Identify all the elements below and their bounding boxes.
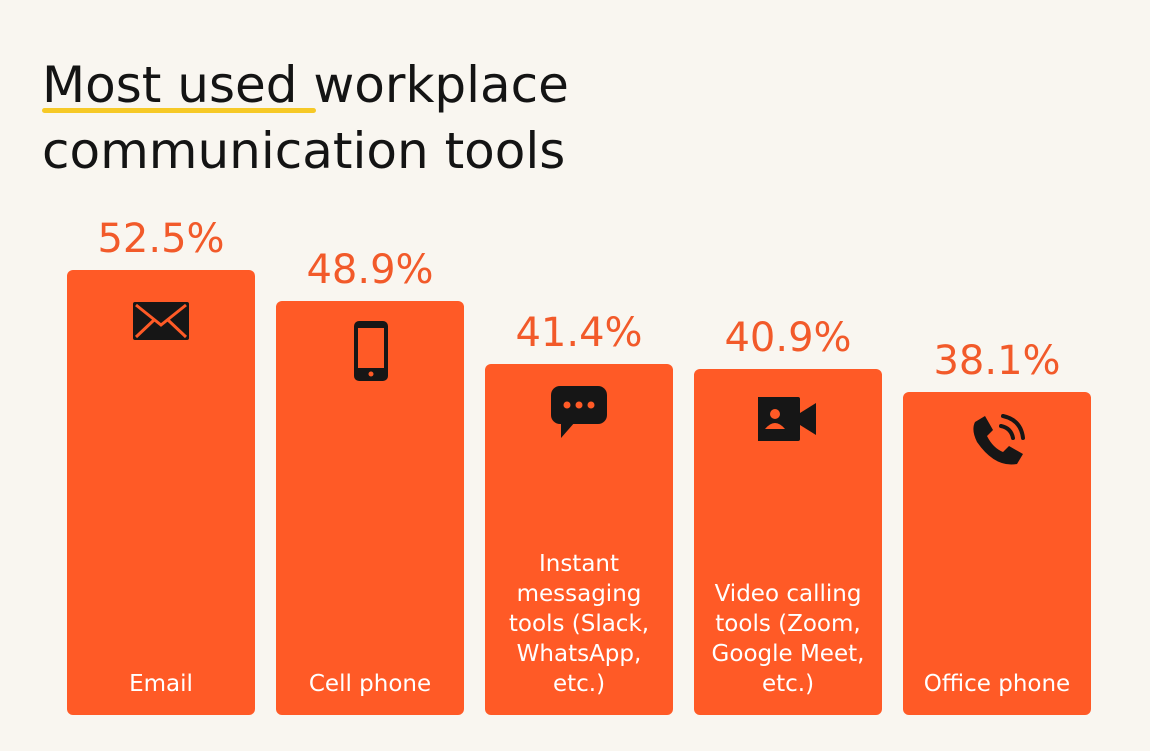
bar: Email: [67, 270, 255, 715]
bar-icon: [967, 412, 1027, 472]
bar-icon: [340, 320, 400, 381]
bar: Video calling tools (Zoom, Google Meet, …: [694, 368, 882, 715]
category-label: Video calling tools (Zoom, Google Meet, …: [711, 580, 865, 697]
value-label: 38.1%: [933, 338, 1061, 385]
category-label: Office phone: [923, 670, 1071, 697]
category-label: Cell phone: [308, 670, 432, 697]
bar: Cell phone: [276, 300, 464, 715]
category-label: Email: [129, 670, 193, 697]
bar: Instant messaging tools (Slack, WhatsApp…: [485, 364, 673, 715]
bar: Office phone: [903, 392, 1091, 715]
bar-icon: [131, 290, 191, 350]
value-label: 41.4%: [515, 310, 643, 357]
chart-title: Most used workplace communication tools: [42, 56, 569, 180]
title-underline: [42, 108, 316, 113]
value-label: 48.9%: [306, 246, 434, 293]
value-label: 40.9%: [724, 314, 852, 361]
category-label: Instant messaging tools (Slack, WhatsApp…: [508, 550, 650, 697]
bar-icon: [750, 389, 818, 449]
value-label: 52.5%: [97, 216, 225, 263]
bar-icon: [549, 384, 609, 444]
